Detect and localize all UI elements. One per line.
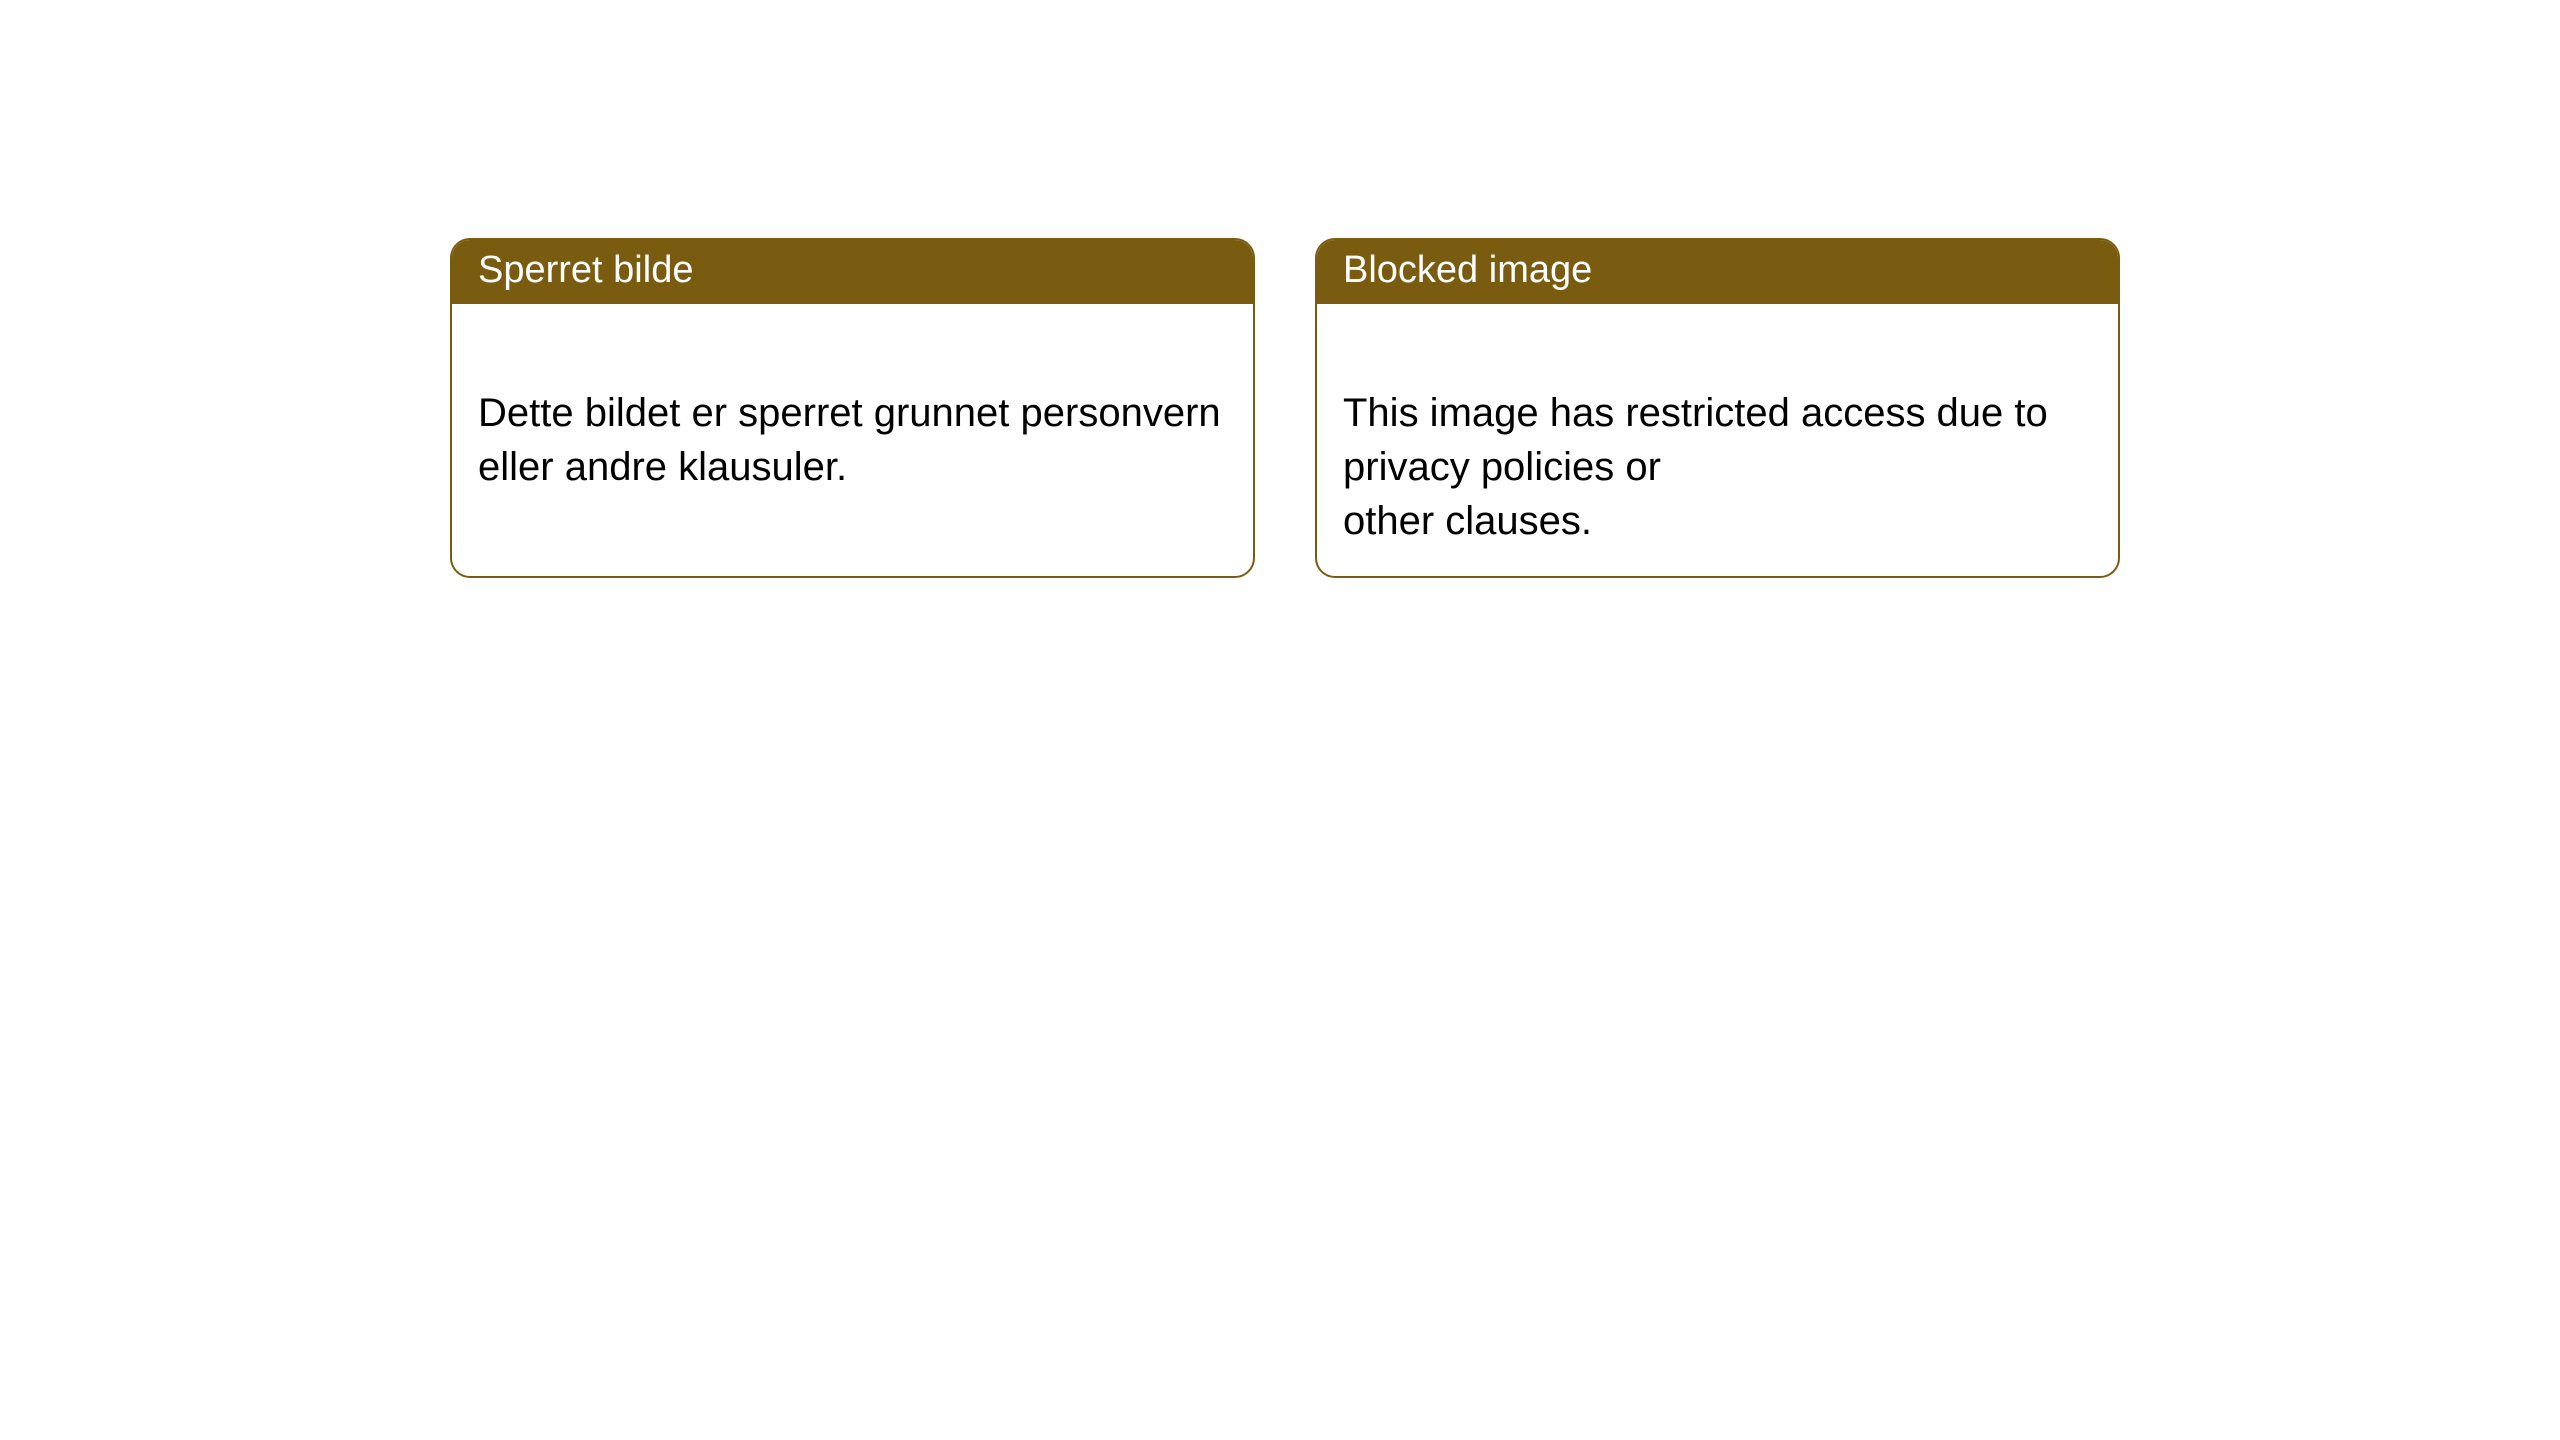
notice-title: Sperret bilde [478, 249, 693, 291]
notice-header: Blocked image [1317, 240, 2118, 304]
notice-body-text: Dette bildet er sperret grunnet personve… [478, 391, 1221, 489]
notice-title: Blocked image [1343, 249, 1592, 291]
notice-card-norwegian: Sperret bilde Dette bildet er sperret gr… [450, 238, 1255, 578]
notice-body-text: This image has restricted access due to … [1343, 391, 2048, 543]
notice-body: This image has restricted access due to … [1317, 304, 2118, 576]
notice-header: Sperret bilde [452, 240, 1253, 304]
notice-card-english: Blocked image This image has restricted … [1315, 238, 2120, 578]
notice-cards-container: Sperret bilde Dette bildet er sperret gr… [450, 238, 2120, 578]
notice-body: Dette bildet er sperret grunnet personve… [452, 304, 1253, 574]
